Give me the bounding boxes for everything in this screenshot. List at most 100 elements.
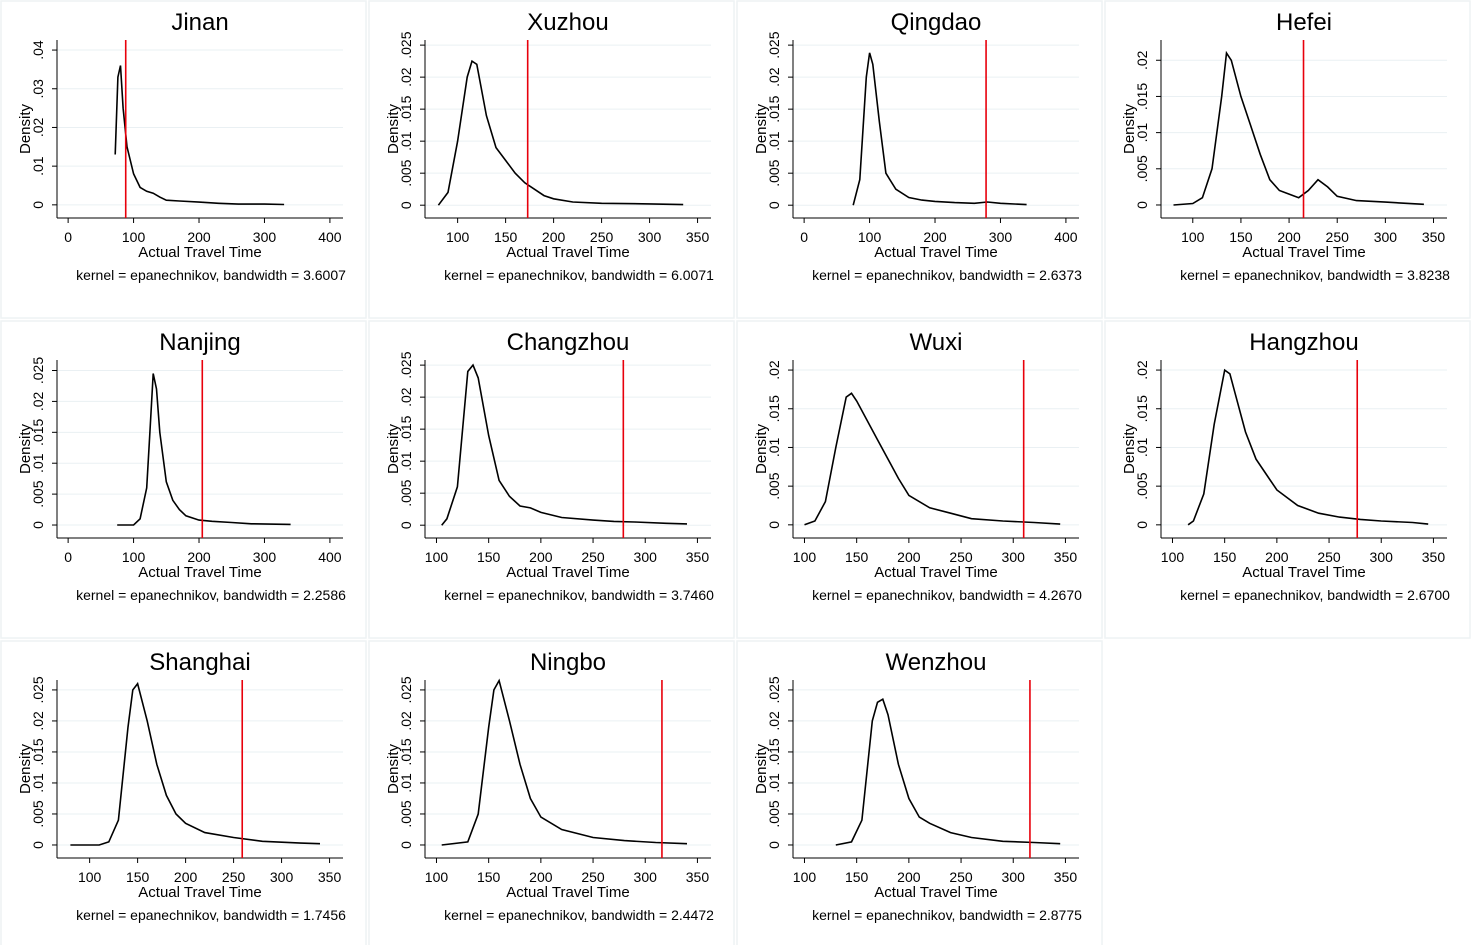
x-tick-label: 250 xyxy=(949,549,973,565)
y-axis-label: Density xyxy=(17,103,34,154)
kernel-note: kernel = epanechnikov, bandwidth = 2.447… xyxy=(444,907,714,923)
y-axis-label: Density xyxy=(385,423,402,474)
y-tick-label: 0 xyxy=(766,201,782,209)
chart-title: Jinan xyxy=(171,9,228,36)
chart-panel: Hefei 0 .005 .01 .015 .02 100 150 200 250 300 350 De… xyxy=(1104,0,1471,319)
chart-title: Ningbo xyxy=(530,649,606,676)
y-tick-label: .005 xyxy=(398,800,414,827)
y-tick-label: .01 xyxy=(30,773,46,793)
chart-panel: Wenzhou 0 .005 .01 .015 .02 .025 100 150 200 250 30… xyxy=(736,640,1103,945)
y-tick-label: 0 xyxy=(30,841,46,849)
density-line xyxy=(852,52,1027,206)
x-tick-label: 300 xyxy=(1370,549,1394,565)
x-tick-label: 100 xyxy=(1181,229,1205,245)
chart-panel: Jinan 0 .01 .02 .03 .04 0 100 200 300 400 Density Ac… xyxy=(0,0,367,319)
y-tick-label: .015 xyxy=(1134,83,1150,110)
y-tick-label: .005 xyxy=(30,800,46,827)
kernel-note: kernel = epanechnikov, bandwidth = 3.746… xyxy=(444,587,714,603)
y-tick-label: 0 xyxy=(30,521,46,529)
x-tick-label: 350 xyxy=(686,549,710,565)
panel-border xyxy=(368,320,735,639)
y-tick-label: .015 xyxy=(398,95,414,122)
x-tick-label: 300 xyxy=(253,549,277,565)
x-tick-label: 300 xyxy=(989,229,1013,245)
density-line xyxy=(437,59,684,206)
x-tick-label: 300 xyxy=(253,229,277,245)
chart-title: Xuzhou xyxy=(527,9,608,36)
y-tick-label: .025 xyxy=(766,676,782,703)
x-tick-label: 250 xyxy=(949,869,973,885)
x-axis-label: Actual Travel Time xyxy=(874,884,997,901)
x-tick-label: 400 xyxy=(318,229,342,245)
y-tick-label: .015 xyxy=(766,395,782,422)
x-tick-label: 350 xyxy=(1422,549,1446,565)
y-tick-label: .005 xyxy=(1134,472,1150,499)
y-tick-label: .01 xyxy=(766,131,782,151)
panel-border xyxy=(736,320,1103,639)
density-line xyxy=(835,698,1061,846)
y-tick-label: .01 xyxy=(398,773,414,793)
y-tick-label: .025 xyxy=(766,31,782,58)
y-tick-label: .01 xyxy=(766,438,782,458)
chart-panel: Shanghai 0 .005 .01 .015 .02 .025 100 150 200 250 3… xyxy=(0,640,367,945)
y-tick-label: .005 xyxy=(766,159,782,186)
x-tick-label: 150 xyxy=(845,869,869,885)
y-tick-label: .02 xyxy=(766,360,782,380)
y-tick-label: .01 xyxy=(30,453,46,473)
kernel-note: kernel = epanechnikov, bandwidth = 6.007… xyxy=(444,267,714,283)
y-tick-label: .01 xyxy=(1134,123,1150,143)
x-tick-label: 100 xyxy=(858,229,882,245)
x-tick-label: 200 xyxy=(174,869,198,885)
y-tick-label: .005 xyxy=(398,479,414,506)
kernel-note: kernel = epanechnikov, bandwidth = 2.637… xyxy=(812,267,1082,283)
y-axis-label: Density xyxy=(17,423,34,474)
x-tick-label: 100 xyxy=(78,869,102,885)
panel-border xyxy=(736,0,1103,319)
y-tick-label: 0 xyxy=(398,521,414,529)
chart-panel: Xuzhou 0 .005 .01 .015 .02 .025 100 150 200 250 300… xyxy=(368,0,735,319)
x-tick-label: 0 xyxy=(64,549,72,565)
y-axis-label: Density xyxy=(385,103,402,154)
x-tick-label: 0 xyxy=(800,229,808,245)
panel-border xyxy=(1104,320,1471,639)
kernel-note: kernel = epanechnikov, bandwidth = 3.823… xyxy=(1180,267,1450,283)
y-axis-label: Density xyxy=(753,423,770,474)
y-tick-label: .02 xyxy=(1134,360,1150,380)
panel-border xyxy=(736,640,1103,945)
y-tick-label: .04 xyxy=(30,40,46,60)
y-tick-label: 0 xyxy=(398,201,414,209)
x-tick-label: 0 xyxy=(64,229,72,245)
chart-panel: Nanjing 0 .005 .01 .015 .02 .025 0 100 200 300 400 D… xyxy=(0,320,367,639)
chart-title: Wuxi xyxy=(910,329,963,356)
y-tick-label: .015 xyxy=(1134,395,1150,422)
x-tick-label: 200 xyxy=(529,549,553,565)
x-axis-label: Actual Travel Time xyxy=(506,564,629,581)
y-tick-label: .015 xyxy=(766,95,782,122)
x-tick-label: 300 xyxy=(1002,869,1026,885)
x-tick-label: 100 xyxy=(793,549,817,565)
y-tick-label: .015 xyxy=(30,418,46,445)
y-tick-label: .02 xyxy=(766,67,782,87)
y-axis-label: Density xyxy=(385,743,402,794)
x-tick-label: 100 xyxy=(425,869,449,885)
y-tick-label: .005 xyxy=(1134,155,1150,182)
kernel-note: kernel = epanechnikov, bandwidth = 3.600… xyxy=(76,267,346,283)
x-tick-label: 100 xyxy=(122,229,146,245)
x-tick-label: 150 xyxy=(477,869,501,885)
y-tick-label: .005 xyxy=(766,800,782,827)
x-tick-label: 150 xyxy=(845,549,869,565)
x-axis-label: Actual Travel Time xyxy=(506,244,629,261)
x-tick-label: 400 xyxy=(1054,229,1078,245)
x-axis-label: Actual Travel Time xyxy=(1242,564,1365,581)
y-tick-label: .005 xyxy=(766,472,782,499)
x-axis-label: Actual Travel Time xyxy=(874,564,997,581)
x-axis-label: Actual Travel Time xyxy=(138,244,261,261)
chart-panel: Changzhou 0 .005 .01 .015 .02 .025 100 150 200 250… xyxy=(368,320,735,639)
chart-title: Nanjing xyxy=(159,329,240,356)
x-axis-label: Actual Travel Time xyxy=(1242,244,1365,261)
density-line xyxy=(804,392,1061,526)
chart-title: Hefei xyxy=(1276,9,1332,36)
x-tick-label: 100 xyxy=(446,229,470,245)
x-tick-label: 200 xyxy=(529,869,553,885)
x-tick-label: 150 xyxy=(494,229,518,245)
